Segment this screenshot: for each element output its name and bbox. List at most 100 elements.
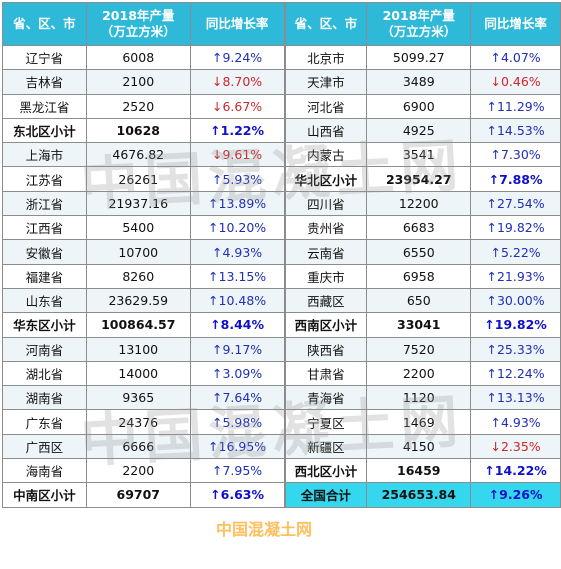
- region-cell: 西北区小计: [284, 458, 368, 484]
- production-cell: 23629.59: [85, 287, 191, 314]
- region-cell: 陕西省: [284, 336, 368, 362]
- production-cell: 6958: [366, 263, 472, 289]
- table-row: 海南省 2200 ↑7.95%: [2, 458, 285, 484]
- region-cell: 西藏区: [284, 287, 368, 314]
- growth-cell: ↑10.48%: [189, 287, 285, 314]
- production-cell: 4676.82: [85, 142, 191, 168]
- table-row: 安徽省 10700 ↑4.93%: [2, 239, 285, 265]
- production-cell: 13100: [85, 336, 191, 362]
- header-growth: 同比增长率: [470, 2, 561, 46]
- growth-cell: ↑1.22%: [189, 117, 285, 144]
- region-cell: 中南区小计: [2, 482, 87, 508]
- production-cell: 1469: [366, 409, 472, 435]
- table-row: 陕西省 7520 ↑25.33%: [284, 336, 561, 362]
- table-row: 浙江省 21937.16 ↑13.89%: [2, 190, 285, 217]
- table-row: 辽宁省 6008 ↑9.24%: [2, 44, 285, 71]
- growth-cell: ↑27.54%: [470, 190, 561, 217]
- table-row: 广东省 24376 ↑5.98%: [2, 409, 285, 435]
- table-row: 北京市 5099.27 ↑4.07%: [284, 44, 561, 71]
- production-cell: 5099.27: [366, 44, 472, 71]
- production-cell: 26261: [85, 166, 191, 192]
- production-cell: 16459: [366, 458, 472, 484]
- table-row: 新疆区 4150 ↓2.35%: [284, 433, 561, 460]
- table-row: 黑龙江省 2520 ↓6.67%: [2, 93, 285, 119]
- region-cell: 天津市: [284, 69, 368, 95]
- production-cell: 9365: [85, 385, 191, 411]
- table-row: 云南省 6550 ↑5.22%: [284, 239, 561, 265]
- production-cell: 2200: [366, 360, 472, 387]
- production-cell: 6008: [85, 44, 191, 71]
- left-table: 省、区、市 2018年产量 （万立方米） 同比增长率 辽宁省 6008 ↑9.24% 吉…: [2, 2, 285, 508]
- growth-cell: ↑8.44%: [189, 312, 285, 338]
- region-cell: 湖南省: [2, 385, 87, 411]
- growth-cell: ↑25.33%: [470, 336, 561, 362]
- production-cell: 2200: [85, 458, 191, 484]
- production-cell: 650: [366, 287, 472, 314]
- header-region: 省、区、市: [2, 2, 87, 46]
- production-cell: 1120: [366, 385, 472, 411]
- production-cell: 23954.27: [366, 166, 472, 192]
- growth-cell: ↑9.24%: [189, 44, 285, 71]
- production-cell: 4150: [366, 433, 472, 460]
- region-cell: 北京市: [284, 44, 368, 71]
- growth-cell: ↑10.20%: [189, 215, 285, 241]
- growth-cell: ↓6.67%: [189, 93, 285, 119]
- growth-cell: ↑5.98%: [189, 409, 285, 435]
- table-row: 宁夏区 1469 ↑4.93%: [284, 409, 561, 435]
- production-cell: 3489: [366, 69, 472, 95]
- subtotal-row: 中南区小计 69707 ↑6.63%: [2, 482, 285, 508]
- header-row: 省、区、市 2018年产量 （万立方米） 同比增长率: [2, 2, 285, 46]
- growth-cell: ↑19.82%: [470, 215, 561, 241]
- production-cell: 2100: [85, 69, 191, 95]
- growth-cell: ↑3.09%: [189, 360, 285, 387]
- growth-cell: ↑16.95%: [189, 433, 285, 460]
- region-cell: 贵州省: [284, 215, 368, 241]
- growth-cell: ↑7.88%: [470, 166, 561, 192]
- growth-cell: ↑5.93%: [189, 166, 285, 192]
- right-table: 省、区、市 2018年产量 （万立方米） 同比增长率 北京市 5099.27 ↑4.0…: [284, 2, 561, 508]
- region-cell: 山西省: [284, 117, 368, 144]
- table-row: 贵州省 6683 ↑19.82%: [284, 215, 561, 241]
- region-cell: 西南区小计: [284, 312, 368, 338]
- growth-cell: ↑9.17%: [189, 336, 285, 362]
- production-cell: 254653.84: [366, 482, 472, 508]
- region-cell: 辽宁省: [2, 44, 87, 71]
- growth-cell: ↓2.35%: [470, 433, 561, 460]
- table-row: 山东省 23629.59 ↑10.48%: [2, 287, 285, 314]
- region-cell: 上海市: [2, 142, 87, 168]
- table-row: 重庆市 6958 ↑21.93%: [284, 263, 561, 289]
- table-row: 西藏区 650 ↑30.00%: [284, 287, 561, 314]
- region-cell: 云南省: [284, 239, 368, 265]
- production-cell: 10628: [85, 117, 191, 144]
- region-cell: 湖北省: [2, 360, 87, 387]
- production-cell: 6900: [366, 93, 472, 119]
- subtotal-row: 西南区小计 33041 ↑19.82%: [284, 312, 561, 338]
- subtotal-row: 西北区小计 16459 ↑14.22%: [284, 458, 561, 484]
- total-row: 全国合计 254653.84 ↑9.26%: [284, 482, 561, 508]
- production-cell: 5400: [85, 215, 191, 241]
- region-cell: 山东省: [2, 287, 87, 314]
- subtotal-row: 华北区小计 23954.27 ↑7.88%: [284, 166, 561, 192]
- table-row: 广西区 6666 ↑16.95%: [2, 433, 285, 460]
- growth-cell: ↑11.29%: [470, 93, 561, 119]
- header-production: 2018年产量 （万立方米）: [85, 2, 191, 46]
- region-cell: 黑龙江省: [2, 93, 87, 119]
- growth-cell: ↑14.53%: [470, 117, 561, 144]
- region-cell: 广西区: [2, 433, 87, 460]
- table-row: 湖北省 14000 ↑3.09%: [2, 360, 285, 387]
- region-cell: 华东区小计: [2, 312, 87, 338]
- production-cell: 24376: [85, 409, 191, 435]
- growth-cell: ↑4.07%: [470, 44, 561, 71]
- table-row: 山西省 4925 ↑14.53%: [284, 117, 561, 144]
- production-cell: 4925: [366, 117, 472, 144]
- production-cell: 21937.16: [85, 190, 191, 217]
- table-row: 福建省 8260 ↑13.15%: [2, 263, 285, 289]
- region-cell: 新疆区: [284, 433, 368, 460]
- production-cell: 6683: [366, 215, 472, 241]
- region-cell: 重庆市: [284, 263, 368, 289]
- growth-cell: ↑9.26%: [470, 482, 561, 508]
- region-cell: 福建省: [2, 263, 87, 289]
- region-cell: 江苏省: [2, 166, 87, 192]
- growth-cell: ↑19.82%: [470, 312, 561, 338]
- growth-cell: ↑6.63%: [189, 482, 285, 508]
